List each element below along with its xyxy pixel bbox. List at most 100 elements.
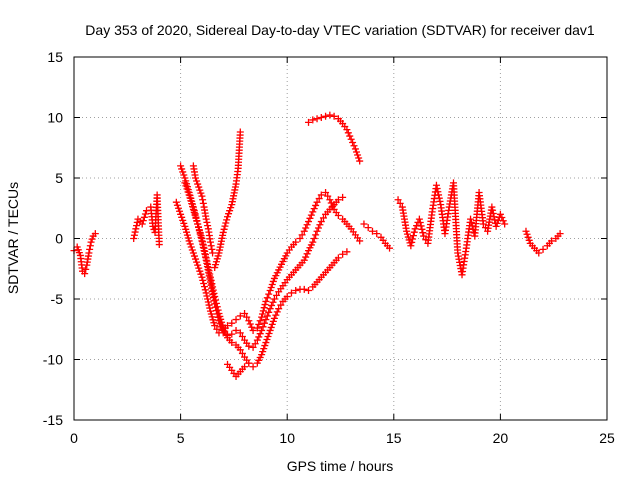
data-point-fill	[303, 250, 311, 258]
data-point-fill	[130, 231, 138, 239]
y-tick-label: 10	[47, 110, 63, 126]
data-point	[415, 215, 423, 223]
data-point-fill	[131, 228, 139, 236]
axis-ticks	[73, 56, 608, 421]
data-point	[249, 343, 257, 351]
data-point-fill	[201, 251, 209, 259]
data-point-fill	[208, 245, 216, 253]
data-point-fill	[204, 295, 212, 303]
data-point	[236, 312, 244, 320]
data-point	[266, 305, 274, 313]
data-point	[85, 249, 93, 257]
data-point-fill	[350, 142, 358, 150]
data-point-fill	[269, 277, 277, 285]
data-point	[249, 326, 257, 334]
data-point-fill	[220, 225, 228, 233]
data-point-fill	[238, 349, 246, 357]
data-point	[194, 261, 202, 269]
data-point	[196, 186, 204, 194]
data-point-fill	[86, 245, 94, 253]
data-point	[292, 287, 300, 295]
series-track-l	[522, 227, 564, 257]
data-point	[535, 249, 543, 257]
data-point-fill	[312, 201, 320, 209]
data-point	[236, 128, 244, 136]
data-point	[245, 342, 253, 350]
data-point-fill	[86, 242, 94, 250]
data-point-fill	[88, 235, 96, 243]
data-point	[270, 295, 278, 303]
data-point-fill	[193, 258, 201, 266]
data-point-fill	[243, 313, 251, 321]
data-point-fill	[204, 298, 212, 306]
data-point	[253, 324, 261, 332]
data-point-fill	[303, 221, 311, 229]
data-point-fill	[352, 148, 360, 156]
data-point	[317, 114, 325, 121]
data-point-fill	[259, 307, 267, 315]
data-point-fill	[260, 319, 268, 327]
data-point-fill	[264, 333, 272, 341]
data-point-fill	[489, 209, 497, 217]
data-point-fill	[524, 233, 532, 241]
data-point-fill	[197, 189, 205, 197]
data-point	[539, 245, 547, 253]
data-point-fill	[434, 188, 442, 196]
data-point-fill	[139, 217, 147, 225]
data-point-fill	[259, 348, 267, 356]
x-tick-label: 10	[279, 430, 295, 446]
data-point-fill	[314, 224, 322, 232]
data-point-fill	[269, 317, 277, 325]
data-point-fill	[259, 323, 267, 331]
data-point	[317, 218, 325, 226]
data-point	[192, 174, 200, 182]
data-point	[262, 339, 270, 347]
data-point-fill	[246, 320, 254, 328]
data-point	[300, 256, 308, 264]
data-point-fill	[208, 280, 216, 288]
data-point	[211, 293, 219, 301]
y-tick-label: -5	[51, 291, 64, 307]
data-point	[258, 313, 266, 321]
data-point	[411, 225, 419, 233]
data-point-fill	[214, 306, 222, 314]
series-track-h	[224, 359, 253, 380]
data-point-fill	[277, 301, 285, 309]
data-point-fill	[435, 191, 443, 199]
data-point	[155, 241, 163, 249]
data-point	[492, 222, 500, 230]
data-point	[296, 235, 304, 242]
data-point	[347, 135, 355, 143]
data-point-fill	[206, 304, 214, 312]
data-point-fill	[268, 280, 276, 288]
data-point-fill	[316, 221, 324, 229]
data-point	[198, 235, 206, 242]
data-point-fill	[319, 214, 327, 222]
data-point-fill	[417, 222, 425, 230]
data-point-fill	[409, 232, 417, 240]
data-point-fill	[200, 280, 208, 288]
data-point-fill	[302, 253, 310, 261]
data-point	[266, 326, 274, 334]
data-point-fill	[212, 296, 220, 304]
data-point	[275, 305, 283, 313]
data-point-fill	[260, 304, 268, 312]
data-point	[258, 351, 266, 359]
data-point	[270, 314, 278, 322]
data-point	[305, 118, 313, 126]
data-point	[228, 319, 236, 327]
series-track-f	[189, 162, 217, 257]
data-point	[91, 230, 99, 238]
data-point-fill	[263, 294, 271, 302]
data-point-fill	[207, 276, 215, 284]
data-point-fill	[178, 165, 186, 173]
data-point	[407, 242, 415, 250]
data-point-fill	[261, 301, 269, 309]
data-point	[138, 220, 146, 228]
data-point-fill	[346, 132, 354, 140]
data-point	[556, 230, 564, 238]
data-point-fill	[200, 244, 208, 252]
data-point-fill	[183, 185, 191, 193]
data-point	[287, 289, 295, 297]
